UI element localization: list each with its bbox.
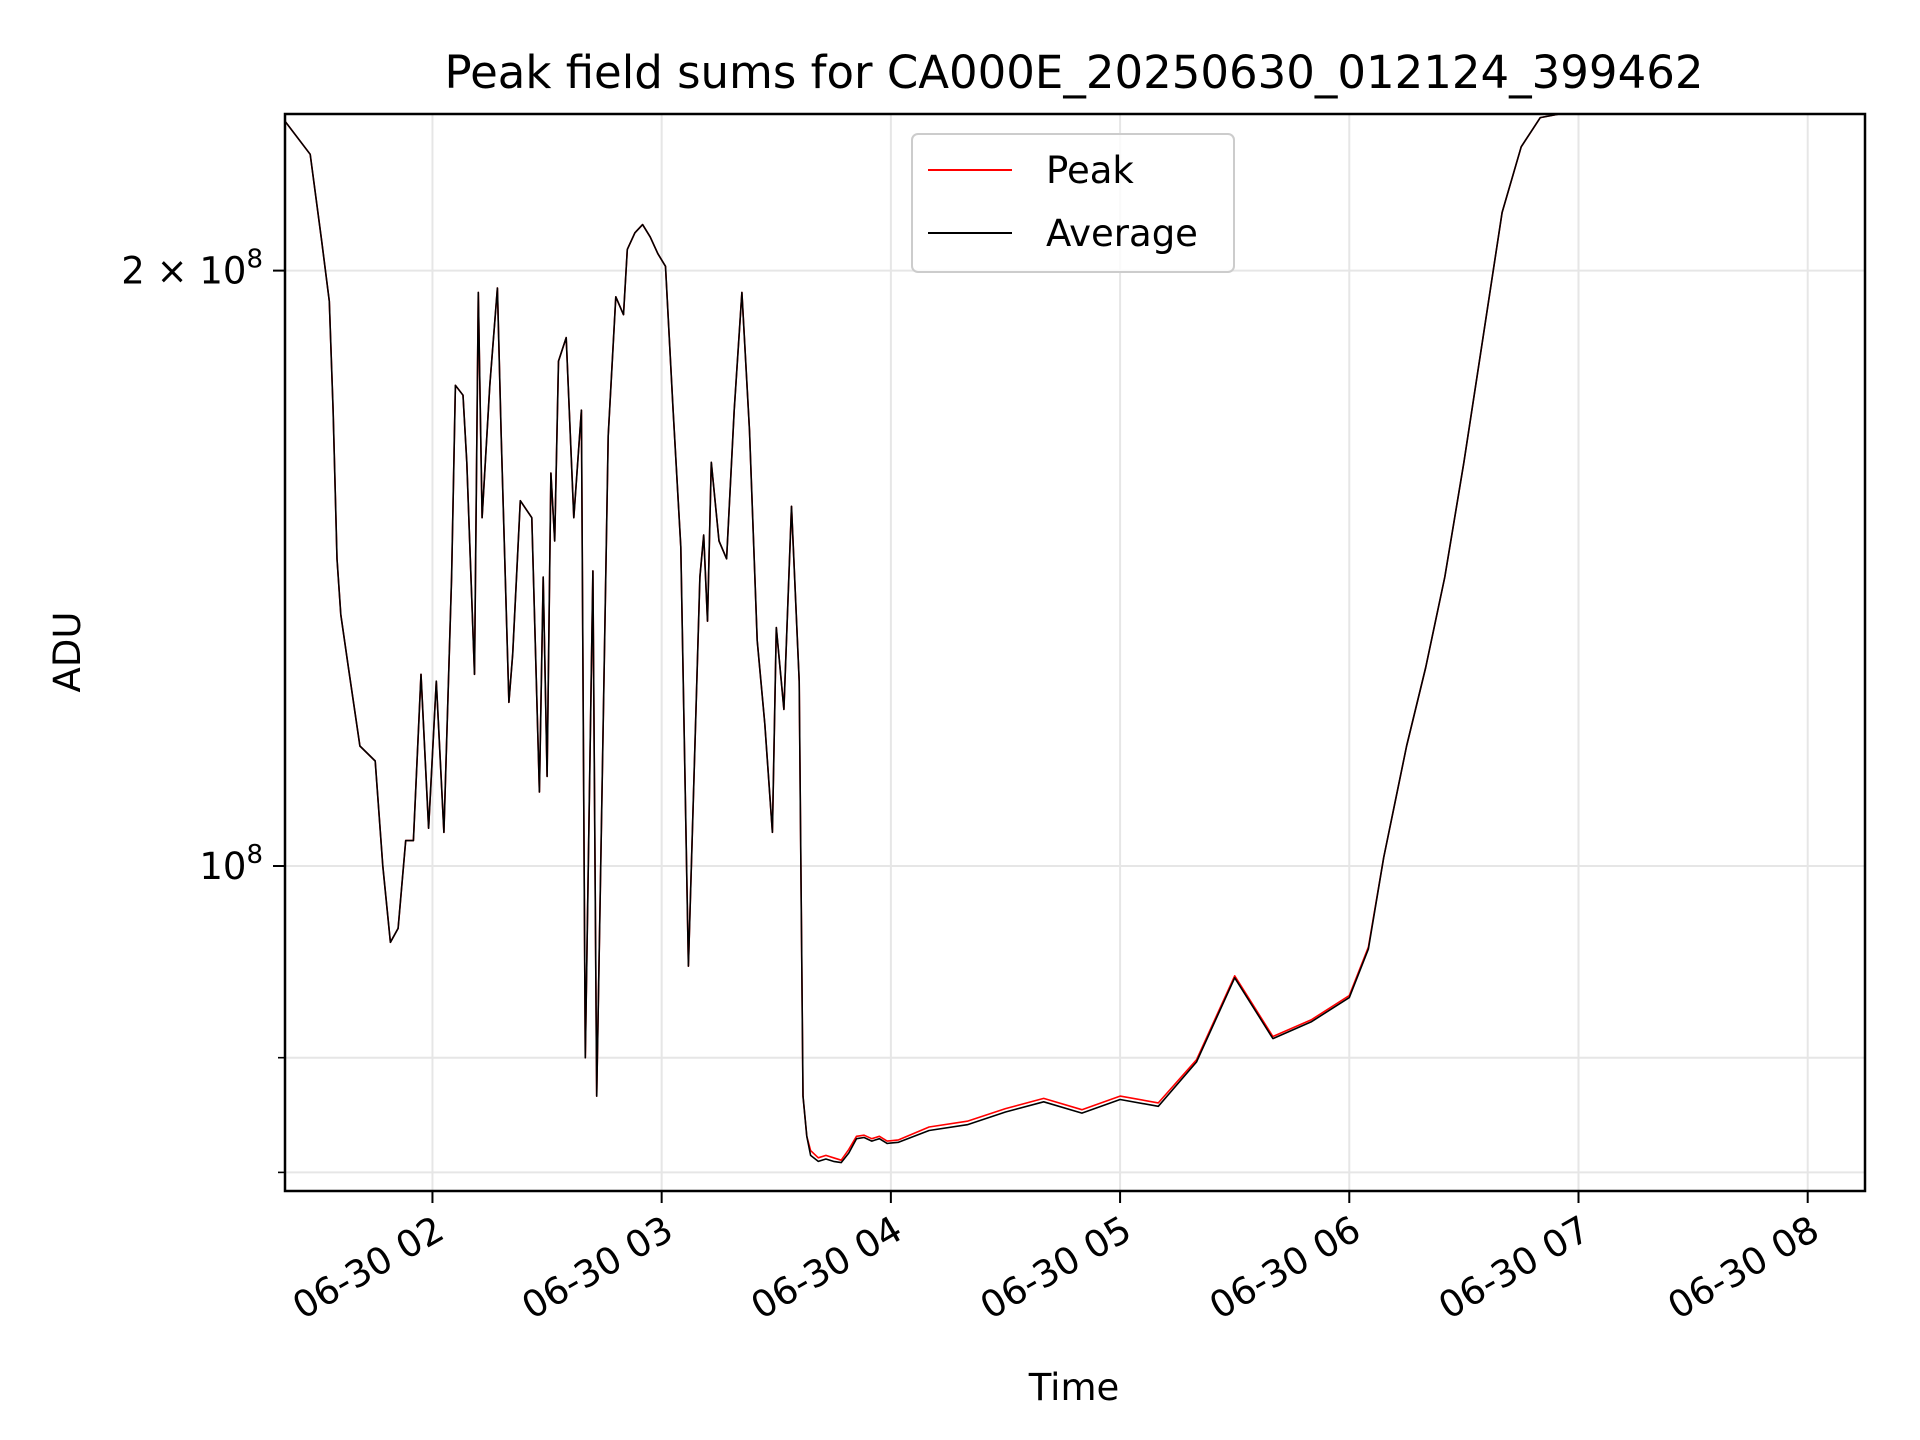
legend: Peak Average: [911, 133, 1235, 273]
legend-label-average: Average: [1046, 212, 1198, 255]
legend-label-peak: Peak: [1046, 149, 1134, 192]
x-axis-label: Time: [1028, 1366, 1120, 1409]
legend-box: [911, 133, 1235, 273]
y-tick-label: 2 × 108: [121, 245, 263, 293]
series-line-average: [284, 113, 1560, 1164]
series-layer: [284, 113, 1560, 1164]
y-axis: 108 2 × 108: [121, 245, 285, 1174]
y-tick-label: 108: [199, 840, 263, 888]
chart-title: Peak field sums for CA000E_20250630_0121…: [445, 46, 1704, 99]
y-axis-label: ADU: [46, 612, 89, 693]
grid: [285, 114, 1865, 1191]
plot-frame: [283, 112, 1867, 1193]
